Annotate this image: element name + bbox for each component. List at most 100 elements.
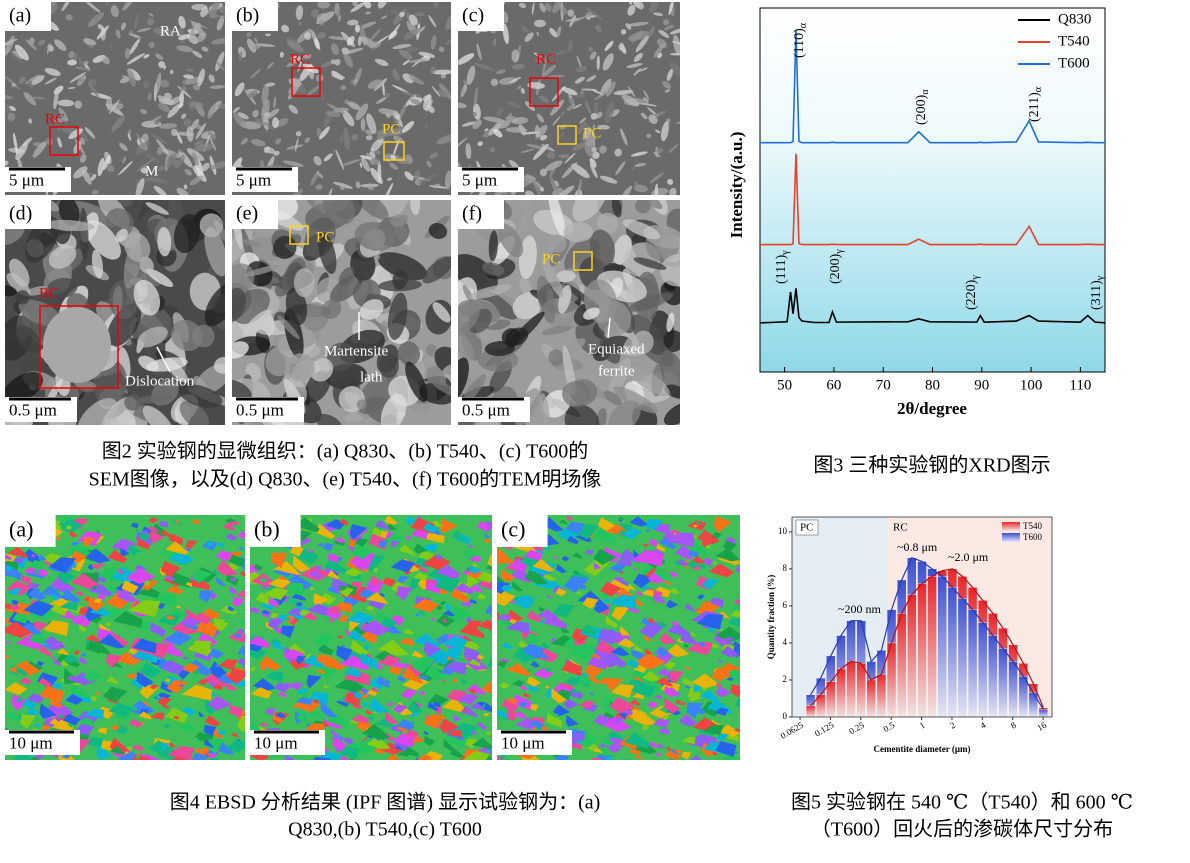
texture: [618, 185, 633, 195]
grain: [297, 548, 320, 564]
grain: [368, 585, 374, 589]
texture: [493, 38, 497, 46]
texture: [340, 185, 345, 190]
bar: [1008, 661, 1018, 718]
texture: [327, 342, 355, 371]
grain: [694, 707, 702, 712]
grain: [724, 756, 740, 760]
texture: [295, 5, 304, 20]
grain: [462, 709, 468, 713]
grain: [668, 758, 676, 760]
grain: [726, 677, 734, 682]
texture: [384, 92, 391, 98]
grain: [593, 562, 602, 570]
plot-area: [759, 7, 1106, 373]
grain: [585, 549, 594, 556]
texture: [96, 25, 110, 40]
texture: [669, 28, 680, 35]
grain: [519, 594, 534, 605]
grain: [295, 601, 303, 607]
bar: [846, 661, 856, 718]
texture: [357, 36, 362, 47]
x-tick-label: 80: [925, 377, 940, 393]
texture: [568, 97, 576, 105]
texture: [564, 152, 576, 164]
grain: [360, 652, 379, 670]
texture: [585, 11, 593, 18]
scale-bar-label: 10 μm: [9, 733, 53, 752]
grain: [487, 656, 492, 669]
grain: [378, 592, 385, 597]
texture: [246, 32, 252, 38]
texture: [611, 200, 622, 218]
grain: [84, 708, 104, 720]
texture: [157, 95, 173, 106]
texture: [591, 151, 600, 159]
texture: [409, 14, 418, 26]
grain: [131, 744, 144, 752]
texture: [669, 187, 677, 195]
panel-label: (c): [462, 5, 484, 27]
panel-image: [232, 2, 451, 195]
texture: [184, 168, 192, 176]
grain: [323, 684, 330, 689]
texture: [84, 2, 101, 13]
grain: [482, 538, 491, 544]
x-tick-label: 100: [1020, 377, 1043, 393]
grain: [654, 523, 671, 535]
grain: [446, 606, 472, 623]
grain: [609, 696, 635, 714]
texture: [671, 40, 680, 46]
grain: [390, 540, 400, 549]
texture: [458, 302, 480, 338]
grain: [321, 720, 330, 727]
grain: [208, 695, 232, 711]
grain: [713, 515, 733, 533]
texture: [608, 400, 641, 425]
grain: [730, 684, 740, 698]
texture: [511, 63, 525, 70]
texture: [349, 78, 355, 85]
grain: [553, 754, 568, 760]
texture: [664, 89, 671, 93]
grain: [509, 560, 528, 573]
texture: [5, 160, 9, 167]
grain: [611, 684, 634, 698]
grain: [349, 719, 358, 725]
peak-label-sub: γ: [780, 250, 791, 256]
texture: [247, 90, 258, 99]
grain: [213, 617, 229, 632]
texture: [207, 130, 216, 140]
peak-label-text: (111): [774, 254, 789, 284]
texture: [177, 103, 184, 109]
grain: [730, 610, 740, 618]
peak-label-text: (200): [914, 94, 929, 125]
grain: [465, 683, 487, 696]
grain: [278, 575, 287, 581]
grain: [545, 685, 550, 689]
texture: [207, 104, 216, 119]
legend-swatch: [1002, 522, 1020, 531]
grain: [656, 751, 663, 758]
grain: [5, 554, 12, 561]
grain: [500, 568, 515, 583]
y-tick-label: 6: [783, 600, 788, 610]
grain: [583, 683, 591, 688]
grain: [138, 711, 152, 720]
grain: [643, 590, 654, 598]
texture: [520, 148, 535, 153]
texture: [5, 38, 18, 46]
texture: [317, 2, 331, 9]
texture: [563, 222, 594, 243]
grain: [265, 708, 276, 716]
texture: [498, 77, 518, 85]
texture: [263, 146, 276, 154]
grain: [239, 653, 245, 660]
x-tick-label: 60: [826, 377, 841, 393]
bar: [866, 679, 876, 718]
grain: [259, 665, 267, 671]
grain: [41, 725, 51, 731]
grain: [165, 678, 171, 683]
grain: [696, 614, 724, 630]
annotation: RC: [290, 51, 310, 67]
